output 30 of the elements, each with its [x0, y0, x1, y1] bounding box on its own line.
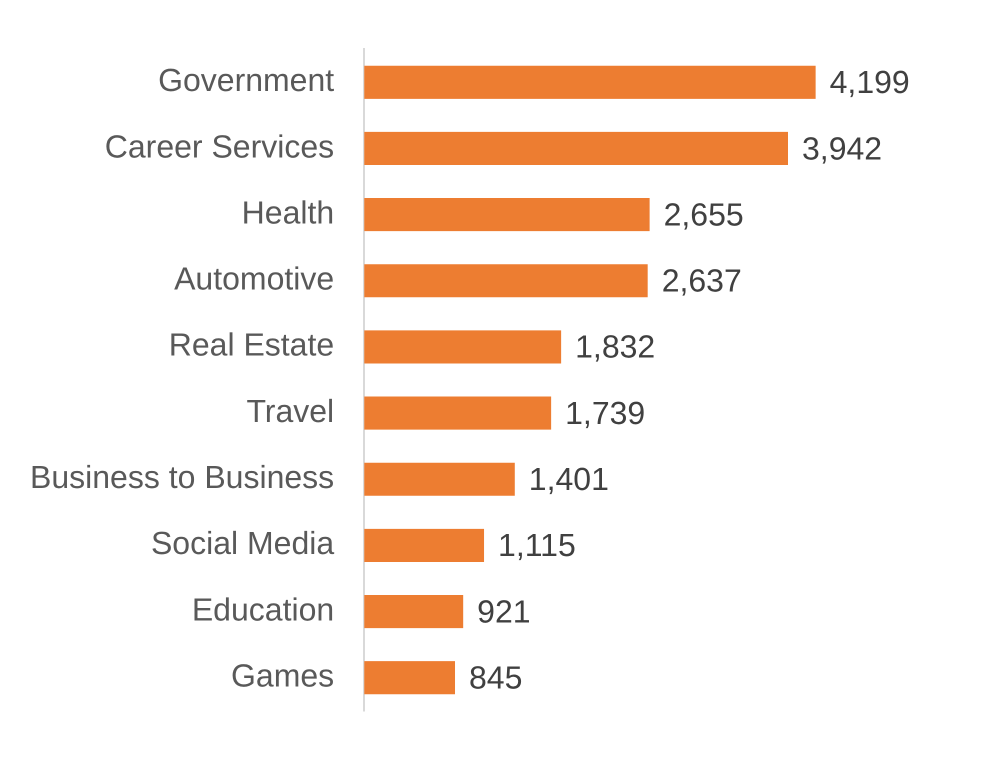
- y-tick-label: Government: [158, 62, 334, 98]
- data-label: 3,942: [802, 130, 882, 166]
- y-tick-label: Business to Business: [30, 459, 334, 496]
- bar: [364, 528, 484, 562]
- data-label: 921: [477, 593, 531, 630]
- bar: [364, 198, 650, 232]
- bar: [364, 264, 648, 298]
- data-label: 845: [469, 660, 522, 696]
- bar: [364, 330, 562, 364]
- data-label: 1,115: [498, 527, 576, 564]
- bar: [364, 396, 552, 430]
- data-label: 1,832: [575, 328, 656, 365]
- bar: [364, 462, 515, 496]
- bar: [364, 66, 816, 99]
- y-tick-label: Automotive: [174, 260, 334, 297]
- y-tick-label: Education: [192, 591, 334, 628]
- data-label: 2,655: [664, 196, 744, 232]
- y-tick-label: Social Media: [150, 525, 334, 562]
- data-label: 2,637: [662, 262, 742, 299]
- y-tick-label: Health: [242, 194, 334, 230]
- data-label: 1,401: [528, 461, 609, 498]
- bar: [364, 132, 788, 165]
- y-tick-label: Real Estate: [168, 326, 334, 363]
- y-tick-label: Games: [231, 658, 334, 694]
- y-tick-label: Career Services: [104, 128, 334, 164]
- data-label: 1,739: [565, 394, 646, 431]
- data-label: 4,199: [830, 64, 910, 100]
- y-tick-label: Travel: [246, 392, 334, 429]
- bar: [364, 661, 456, 694]
- bar: [364, 595, 464, 628]
